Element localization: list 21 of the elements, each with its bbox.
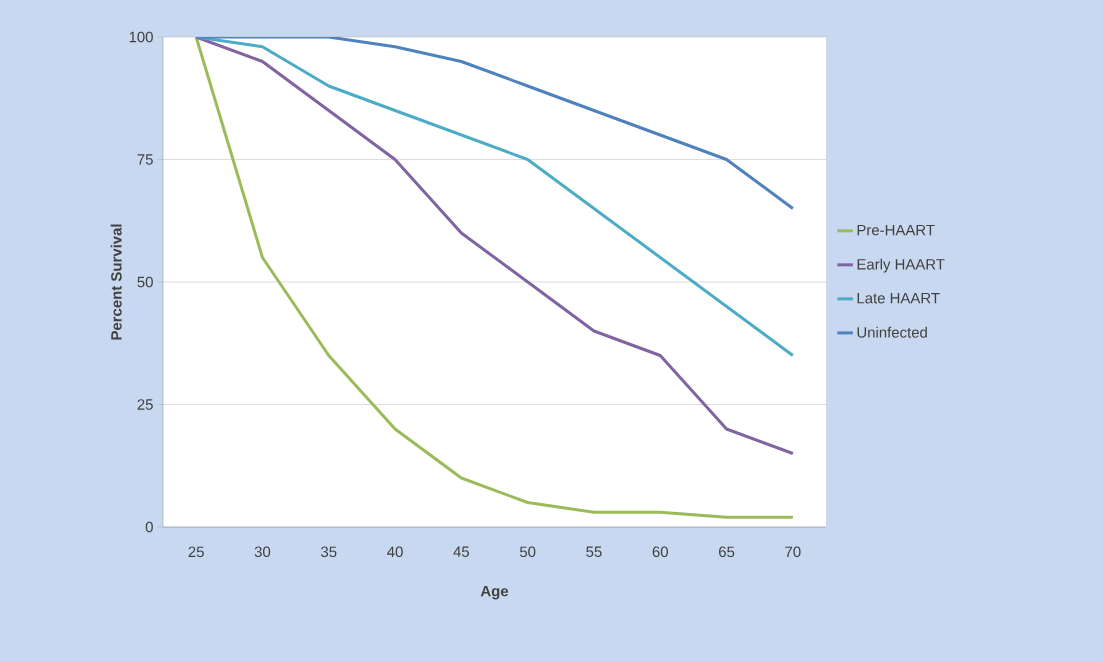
y-axis-title: Percent Survival [110,224,122,340]
legend-label: Uninfected [857,326,927,338]
x-axis-title: Age [480,585,509,600]
x-tick-label: 55 [586,546,602,557]
y-tick-label: 0 [145,521,153,533]
x-tick-label: 70 [785,546,801,558]
legend-label: Late HAART [857,292,940,304]
legend-label: Pre-HAART [857,224,935,236]
x-tick-label: 40 [387,546,403,558]
x-tick-label: 45 [453,546,470,557]
x-tick-label: 65 [719,546,735,558]
x-tick-label: 50 [519,546,536,558]
x-tick-label: 25 [188,546,204,558]
x-tick-label: 30 [254,546,271,558]
y-tick-label: 50 [137,276,153,288]
x-tick-label: 60 [652,546,668,558]
y-tick-label: 75 [137,154,153,165]
y-tick-label: 25 [137,399,153,410]
y-tick-label: 100 [129,31,153,43]
legend-label: Early HAART [857,258,945,273]
x-tick-label: 35 [321,546,337,558]
